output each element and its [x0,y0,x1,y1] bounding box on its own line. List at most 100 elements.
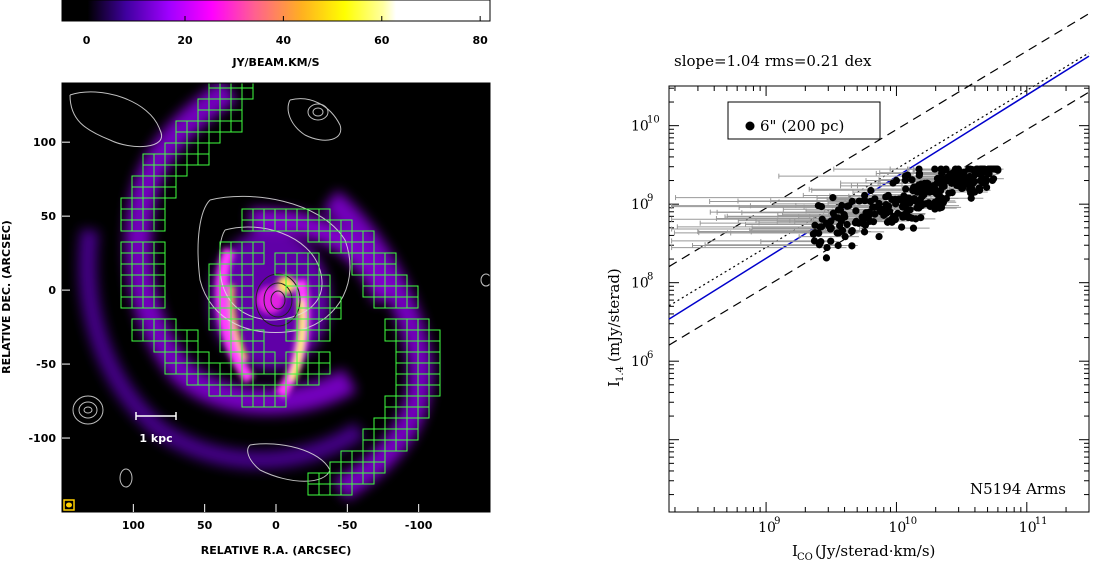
scatter-point [827,225,834,232]
scatter-point [934,175,941,182]
scatter-point [818,223,825,230]
scatter-point [882,201,889,208]
scatter-point [817,238,824,245]
scatter-point [929,202,936,209]
panel-label: N5194 Arms [970,480,1066,498]
map-xtick-label: 0 [272,519,280,532]
scatter-point [862,209,869,216]
scatter-point [937,165,944,172]
scatter-frame [669,86,1089,512]
scatter-point [812,229,819,236]
scatter-point [871,211,878,218]
scatter-point [931,165,938,172]
scatter-point [861,228,868,235]
scatter-point [913,198,920,205]
map-xtick-label: 100 [122,519,145,532]
svg-text:(mJy/sterad): (mJy/sterad) [605,268,623,362]
scatter-ytick-exp: 10 [647,115,660,126]
colorbar [62,0,490,21]
map-ytick-label: -100 [28,432,56,445]
scatter-point [880,212,887,219]
legend-marker [746,122,755,131]
scatter-point [910,225,917,232]
scatter-point [955,165,962,172]
colorbar-tick-label: 0 [83,34,91,47]
scatter-point [841,211,848,218]
scatter-point [954,179,961,186]
scatter-ylabel: I 1.4 (mJy/sterad) [605,268,626,387]
colorbar-label: JY/BEAM.KM/S [231,56,319,69]
scatter-point [856,197,863,204]
scatter-point [842,233,849,240]
scatter-point [869,204,876,211]
scatter-ytick-exp: 6 [647,350,653,361]
map-ytick-label: 0 [48,284,56,297]
svg-text:(Jy/sterad·km/s): (Jy/sterad·km/s) [815,542,935,560]
scatter-xtick-exp: 9 [774,516,780,527]
scatter-point [916,172,923,179]
scatter-point [908,176,915,183]
scatter-point [823,244,830,251]
scatter-point [965,165,972,172]
map-ytick-label: 50 [41,210,57,223]
scatter-point [921,180,928,187]
scatter-point [867,187,874,194]
scatter-point [902,173,909,180]
co-map-svg: 0 20 40 60 80 JY/BEAM.KM/S [0,0,560,563]
scatter-point [827,238,834,245]
scatter-point [875,233,882,240]
scatter-point [968,195,975,202]
map-xlabel: RELATIVE R.A. (ARCSEC) [201,544,352,557]
scatter-point [823,254,830,261]
scatter-ytick-exp: 8 [647,272,653,283]
scatter-point [971,188,978,195]
scatter-xtick-exp: 10 [904,516,917,527]
map-ylabel: RELATIVE DEC. (ARCSEC) [0,220,13,374]
map-xtick-label: -50 [337,519,357,532]
scatter-point [871,195,878,202]
map-ytick-label: -50 [36,358,56,371]
co-map-panel: 0 20 40 60 80 JY/BEAM.KM/S [0,0,560,563]
scatter-point [849,227,856,234]
scatter-title: slope=1.04 rms=0.21 dex [674,52,872,70]
svg-text:1.4: 1.4 [615,366,626,382]
scatter-point [960,171,967,178]
scatter-point [922,200,929,207]
scatter-point [915,165,922,172]
scatter-xlabel: I CO (Jy/sterad·km/s) [792,542,935,563]
scatter-point [940,183,947,190]
scatter-point [976,170,983,177]
scatter-point [835,242,842,249]
scatter-point [982,176,989,183]
scatter-point [931,185,938,192]
scatter-point [844,221,851,228]
scatter-point [893,177,900,184]
scatter-point [819,216,826,223]
scatter-ytick-exp: 9 [647,193,653,204]
colorbar-tick-label: 20 [177,34,193,47]
scatter-point [904,208,911,215]
scatter-point [835,229,842,236]
scatter-point [985,165,992,172]
scatter-point [908,215,915,222]
scatter-point [989,177,996,184]
scatter-point [894,210,901,217]
scatter-point [811,237,818,244]
scatter-point [848,242,855,249]
scatter-point [936,193,943,200]
scatter-point [890,216,897,223]
svg-text:CO: CO [797,552,813,563]
scatter-point [898,224,905,231]
colorbar-tick-label: 80 [473,34,489,47]
scatter-point [815,202,822,209]
scatter-point [906,195,913,202]
scatter-point [902,185,909,192]
scatter-point [946,176,953,183]
scatter-point [829,194,836,201]
scatter-point [855,220,862,227]
scatter-point [909,187,916,194]
scale-bar-label: 1 kpc [139,432,172,445]
legend-label: 6" (200 pc) [760,117,844,135]
map-xtick-label: -100 [405,519,433,532]
scatter-point [852,207,859,214]
